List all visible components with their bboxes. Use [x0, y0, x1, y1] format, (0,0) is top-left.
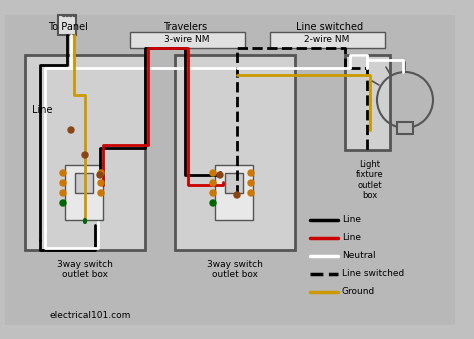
Text: Ground: Ground — [342, 287, 375, 297]
Circle shape — [217, 172, 223, 178]
Bar — [130, 32, 245, 48]
Circle shape — [98, 180, 104, 186]
Circle shape — [68, 127, 74, 133]
Text: Travelers: Travelers — [163, 22, 207, 32]
Circle shape — [60, 180, 66, 186]
Circle shape — [98, 170, 104, 176]
Circle shape — [210, 200, 216, 206]
Circle shape — [248, 190, 254, 196]
Bar — [225, 173, 243, 193]
Text: electrical101.com: electrical101.com — [50, 311, 131, 320]
Circle shape — [82, 152, 88, 158]
Circle shape — [60, 170, 66, 176]
Text: To Panel: To Panel — [48, 22, 88, 32]
Bar — [345, 55, 390, 150]
Text: 3way switch
outlet box: 3way switch outlet box — [207, 260, 263, 279]
Text: Line: Line — [342, 216, 361, 224]
Bar — [397, 122, 413, 134]
Circle shape — [210, 170, 216, 176]
Text: Line: Line — [32, 105, 53, 115]
Bar — [75, 173, 93, 193]
Circle shape — [210, 180, 216, 186]
Circle shape — [248, 180, 254, 186]
Text: Line switched: Line switched — [296, 22, 364, 32]
Text: 2-wire NM: 2-wire NM — [304, 35, 350, 44]
Circle shape — [234, 192, 240, 198]
Text: Line: Line — [342, 234, 361, 242]
Circle shape — [60, 190, 66, 196]
Text: 3-wire NM: 3-wire NM — [164, 35, 210, 44]
Bar — [270, 32, 385, 48]
Bar — [175, 55, 295, 250]
Text: 3way switch
outlet box: 3way switch outlet box — [57, 260, 113, 279]
Bar — [25, 55, 145, 250]
Circle shape — [98, 190, 104, 196]
Circle shape — [97, 172, 103, 178]
Circle shape — [60, 200, 66, 206]
Bar — [65, 165, 103, 220]
Circle shape — [210, 190, 216, 196]
Text: Line switched: Line switched — [342, 270, 404, 279]
Text: Light
fixture
outlet
box: Light fixture outlet box — [356, 160, 384, 200]
Bar — [58, 15, 76, 35]
Bar — [215, 165, 253, 220]
Text: Neutral: Neutral — [342, 252, 375, 260]
Circle shape — [248, 170, 254, 176]
